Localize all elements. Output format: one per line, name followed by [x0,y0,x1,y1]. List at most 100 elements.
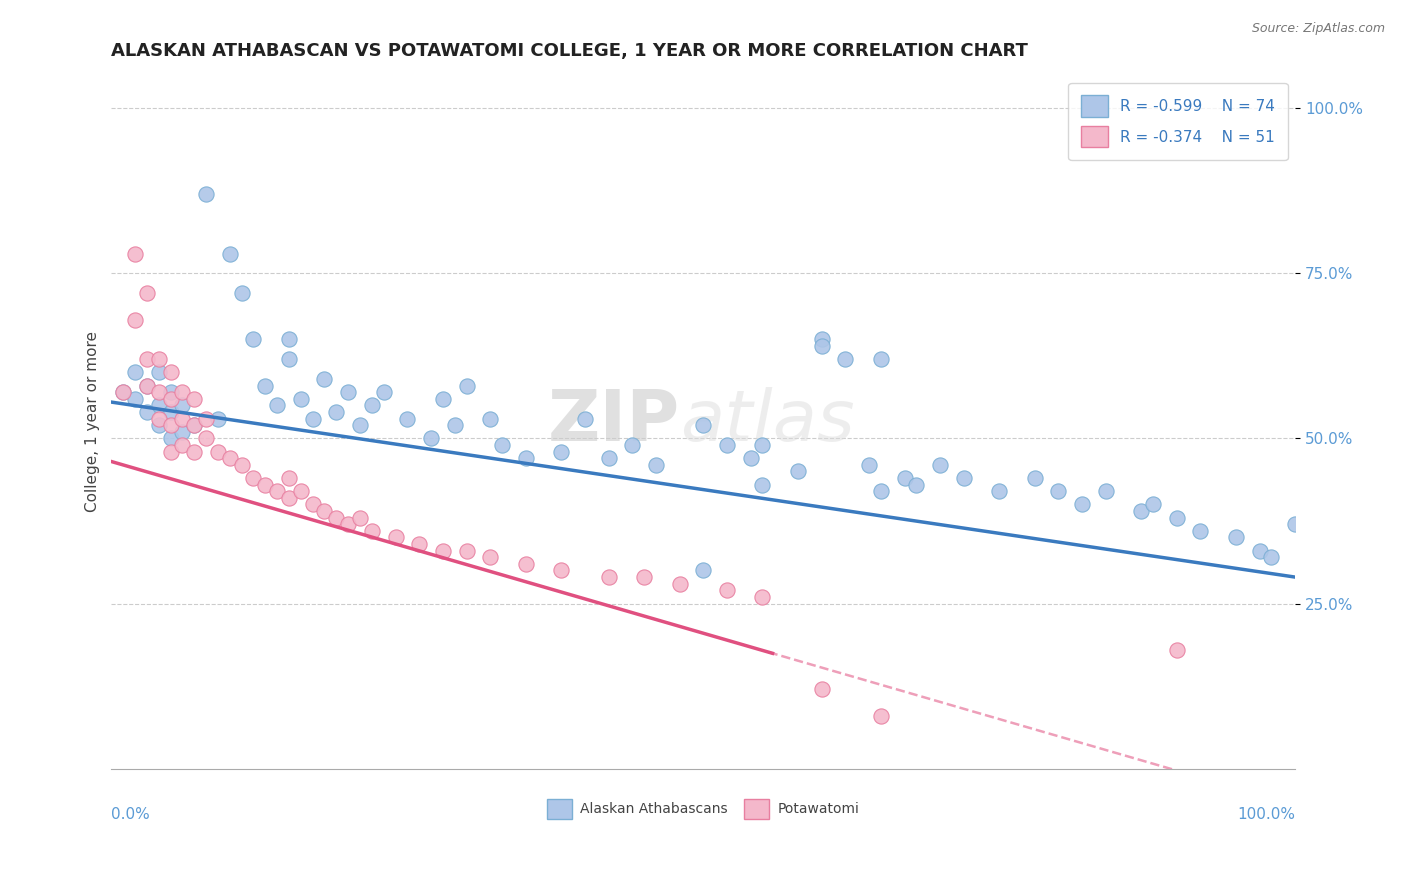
Point [810,339,832,353]
Point [159,385,181,400]
Point [183,418,205,433]
Point [621,438,644,452]
Point [1166,642,1188,657]
Point [172,425,194,439]
Point [834,352,856,367]
Point [716,583,738,598]
Point [124,312,146,326]
Point [314,504,336,518]
Text: ALASKAN ATHABASCAN VS POTAWATOMI COLLEGE, 1 YEAR OR MORE CORRELATION CHART: ALASKAN ATHABASCAN VS POTAWATOMI COLLEGE… [111,42,1028,60]
Point [598,570,620,584]
Point [1142,498,1164,512]
Point [254,477,277,491]
Point [148,411,170,425]
Point [148,398,170,412]
Text: 100.0%: 100.0% [1237,806,1295,822]
Point [491,438,513,452]
Point [408,537,430,551]
Point [183,444,205,458]
Point [278,332,301,346]
Point [929,458,952,472]
Point [124,246,146,260]
Point [810,682,832,697]
Point [148,418,170,433]
Point [172,385,194,400]
Point [135,352,157,367]
Point [278,352,301,367]
Point [515,557,537,571]
Point [633,570,655,584]
Point [869,484,891,499]
Point [692,418,714,433]
Point [218,451,240,466]
Point [716,438,738,452]
Point [337,385,360,400]
Point [1024,471,1046,485]
Point [195,187,218,202]
Point [952,471,974,485]
Point [159,418,181,433]
Point [148,365,170,379]
Point [172,398,194,412]
Point [231,286,253,301]
Point [183,392,205,406]
Point [124,365,146,379]
Point [266,484,288,499]
Text: 0.0%: 0.0% [111,806,150,822]
Point [598,451,620,466]
Point [751,477,773,491]
Point [384,531,406,545]
Point [159,431,181,445]
Point [254,378,277,392]
Point [1094,484,1116,499]
Point [148,385,170,400]
Point [218,246,240,260]
Text: Source: ZipAtlas.com: Source: ZipAtlas.com [1251,22,1385,36]
Point [692,564,714,578]
Point [1249,543,1271,558]
Point [325,510,347,524]
Point [360,398,382,412]
Point [159,405,181,419]
Point [112,385,135,400]
Point [124,392,146,406]
Point [172,438,194,452]
Point [135,378,157,392]
Point [135,405,157,419]
Point [515,451,537,466]
Point [751,438,773,452]
Point [988,484,1011,499]
Point [396,411,419,425]
Point [266,398,288,412]
Text: ZIP: ZIP [547,387,679,457]
Point [668,576,690,591]
Point [278,491,301,505]
Point [751,590,773,604]
Point [195,431,218,445]
Point [349,510,371,524]
Point [301,498,323,512]
Point [278,471,301,485]
Point [183,418,205,433]
Point [550,564,572,578]
Point [148,352,170,367]
Point [207,411,229,425]
Point [231,458,253,472]
Point [869,352,891,367]
Point [443,418,465,433]
Point [645,458,668,472]
Point [242,471,264,485]
Point [1225,531,1247,545]
Point [1189,524,1212,538]
Point [207,444,229,458]
Point [574,411,596,425]
Point [858,458,880,472]
Point [360,524,382,538]
Point [1071,498,1094,512]
Point [314,372,336,386]
Point [290,392,312,406]
Point [869,708,891,723]
Point [373,385,395,400]
Point [159,444,181,458]
Point [810,332,832,346]
